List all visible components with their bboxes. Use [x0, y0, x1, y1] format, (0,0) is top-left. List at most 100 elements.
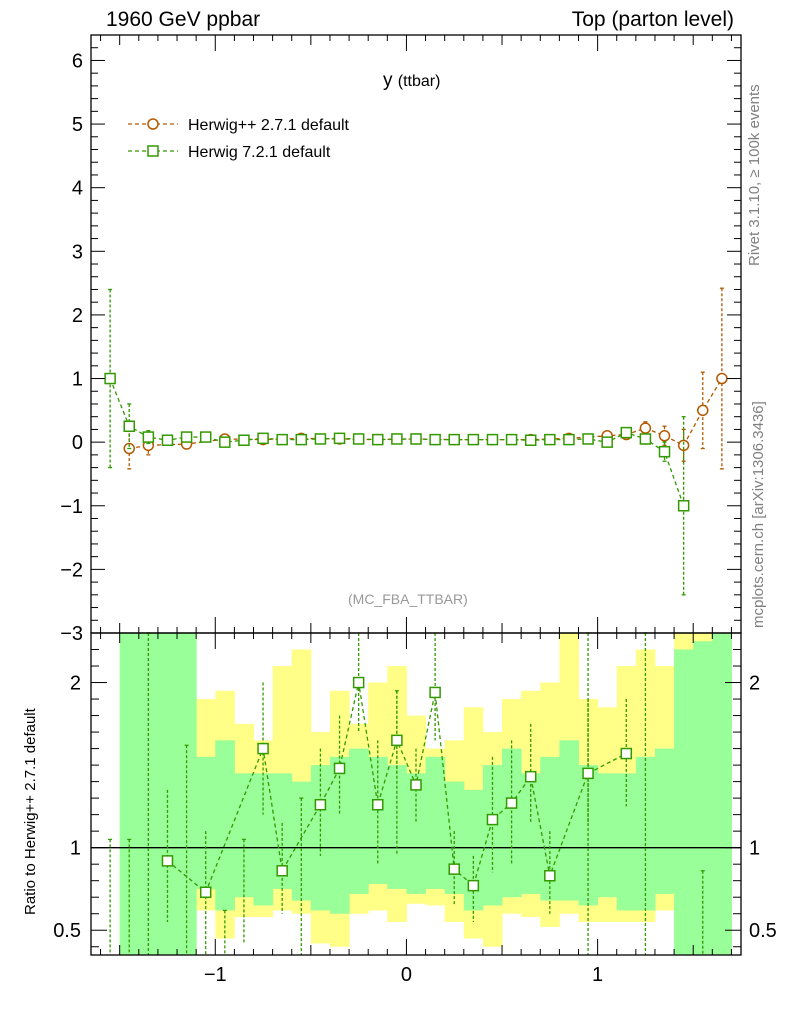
header-right-label: Top (parton level): [571, 8, 734, 31]
data-point-square: [429, 433, 441, 446]
ratio-point-square: [448, 863, 460, 875]
green-band-bin: [349, 748, 369, 894]
ratio-point-square: [257, 742, 269, 755]
data-point-square: [658, 445, 671, 458]
ratio-point-square: [314, 798, 327, 811]
plot-title-suffix: (ttbar): [397, 73, 441, 90]
data-point-square: [219, 436, 231, 448]
ratio-point-square: [429, 686, 441, 699]
ratio-point-square: [333, 762, 346, 775]
green-band-bin: [119, 633, 140, 955]
main-y-tick-label: 2: [72, 305, 83, 327]
ratio-point-square: [620, 747, 633, 760]
data-point-square: [563, 433, 575, 446]
x-tick-label: 1: [592, 964, 603, 986]
data-point-square: [257, 432, 269, 445]
data-point-square: [333, 432, 346, 445]
axis-ticks: [91, 34, 741, 955]
green-band-bin: [654, 748, 675, 894]
data-point-square: [314, 433, 327, 445]
x-tick-label: 0: [401, 964, 412, 986]
ratio-point-square: [161, 855, 174, 867]
green-band-bin: [674, 649, 694, 955]
legend-label: Herwig 7.2.1 default: [188, 144, 331, 161]
data-point-square: [199, 431, 212, 443]
data-point-square: [448, 433, 460, 446]
green-band-bin: [540, 756, 560, 901]
data-point-square: [582, 433, 594, 445]
data-point-square: [142, 431, 155, 443]
ratio-point-square: [372, 798, 384, 811]
data-point-square: [467, 433, 480, 446]
data-point-square: [276, 433, 288, 446]
rivet-version-label: Rivet 3.1.10, ≥ 100k events: [746, 84, 763, 266]
x-tick-label: −1: [204, 964, 227, 986]
plot-frames: [90, 34, 742, 956]
main-series-group: [104, 287, 728, 596]
ratio-series-group: [108, 632, 705, 955]
data-point-square: [677, 500, 690, 512]
main-y-tick-label: 5: [72, 114, 83, 136]
data-point-circle: [697, 404, 709, 417]
ratio-point-square: [486, 813, 499, 826]
ratio-y-tick-label: 0.5: [53, 920, 81, 942]
main-y-tick-label: 3: [72, 241, 83, 263]
data-point-square: [544, 433, 556, 446]
ratio-point-square: [276, 865, 288, 877]
green-band-bin: [157, 633, 178, 955]
green-band-bin: [406, 773, 427, 894]
ratio-y-tick-label: 1: [70, 838, 81, 860]
green-band-bin: [616, 773, 637, 911]
data-point-square: [352, 433, 365, 445]
data-point-square: [104, 372, 116, 385]
green-band-bin: [482, 765, 503, 906]
data-point-square: [123, 420, 135, 432]
plot-title-main: y: [383, 70, 393, 91]
green-band-bin: [234, 773, 254, 898]
header-left-label: 1960 GeV ppbar: [106, 8, 261, 31]
ratio-y-axis-label: Ratio to Herwig++ 2.7.1 default: [22, 708, 39, 915]
legend-label: Herwig++ 2.7.1 default: [188, 117, 350, 134]
ratio-point-square: [352, 676, 365, 689]
legend-marker-circle: [147, 118, 159, 130]
ratio-point-square: [467, 879, 480, 892]
data-point-square: [161, 434, 174, 446]
ratio-point-square: [410, 779, 422, 791]
data-point-square: [486, 433, 499, 446]
legend: Herwig++ 2.7.1 default Herwig 7.2.1 defau…: [128, 117, 350, 161]
green-band-bin: [215, 740, 235, 911]
green-band-bin: [177, 633, 197, 955]
data-point-square: [295, 433, 308, 446]
data-point-circle: [677, 439, 690, 452]
ratio-point-square: [199, 886, 212, 899]
green-band-bin: [196, 756, 216, 889]
green-band-bin: [693, 641, 713, 955]
data-point-square: [620, 426, 633, 439]
data-point-square: [391, 433, 403, 445]
ratio-point-square: [582, 767, 594, 780]
data-point-square: [238, 434, 250, 446]
green-band-bin: [310, 765, 331, 911]
data-point-circle: [658, 430, 671, 442]
data-point-square: [410, 433, 422, 445]
green-band-bin: [253, 773, 274, 906]
ratio-y-tick-label-right: 2: [749, 673, 760, 695]
main-y-tick-label: 0: [72, 432, 83, 454]
main-y-tick-label: 1: [72, 369, 83, 391]
ratio-point-square: [391, 734, 403, 747]
green-band-bin: [521, 773, 541, 894]
green-band-bin: [425, 756, 446, 889]
ratio-y-tick-label-right: 0.5: [749, 920, 777, 942]
data-point-square: [505, 433, 518, 446]
data-point-square: [601, 436, 613, 448]
ratio-y-tick-label: 2: [70, 673, 81, 695]
legend-marker-square: [147, 145, 159, 157]
main-y-tick-label: 6: [72, 50, 83, 72]
mcplots-reference-label: mcplots.cern.ch [arXiv:1306.3436]: [750, 401, 767, 628]
data-point-square: [639, 433, 652, 445]
green-band-bin: [329, 756, 350, 914]
green-band-bin: [597, 773, 618, 898]
ratio-uncertainty-bands: [119, 633, 732, 955]
analysis-annotation: (MC_FBA_TTBAR): [348, 591, 468, 607]
